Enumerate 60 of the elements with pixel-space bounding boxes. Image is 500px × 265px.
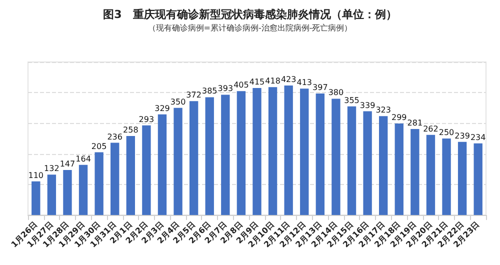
bar [78, 164, 88, 215]
bar [47, 174, 56, 215]
data-label: 380 [328, 88, 344, 98]
data-label: 205 [91, 142, 107, 151]
bar [142, 125, 151, 215]
data-label: 415 [249, 78, 265, 87]
bar [410, 129, 420, 215]
bar [458, 142, 467, 215]
bar [379, 116, 388, 215]
bar [394, 124, 404, 215]
data-label: 393 [218, 84, 234, 94]
bar [221, 94, 230, 215]
data-label: 250 [438, 128, 454, 137]
bar [316, 94, 325, 215]
data-label: 423 [280, 75, 296, 84]
data-label: 132 [44, 164, 60, 174]
data-label: 355 [344, 96, 360, 105]
bar [300, 88, 309, 215]
data-label: 323 [376, 106, 391, 115]
data-label: 418 [265, 76, 280, 86]
bar [363, 111, 372, 215]
bar [94, 152, 104, 215]
bar [268, 87, 278, 215]
bar [347, 106, 356, 215]
data-label: 281 [407, 118, 423, 128]
data-label: 350 [170, 97, 186, 106]
data-label: 372 [186, 90, 202, 100]
data-label: 234 [470, 132, 486, 142]
data-label: 329 [154, 104, 170, 113]
data-label: 147 [60, 160, 76, 169]
bar [236, 91, 246, 215]
bar [32, 181, 40, 215]
data-label: 299 [391, 113, 407, 122]
data-label: 236 [107, 132, 123, 142]
data-label: 339 [360, 100, 376, 110]
bar [63, 170, 72, 215]
bar [174, 108, 182, 215]
bar [158, 114, 167, 215]
data-label: 385 [202, 86, 218, 96]
data-label: 293 [138, 114, 154, 124]
bar [426, 134, 436, 215]
data-label: 413 [296, 78, 312, 88]
data-label: 258 [123, 126, 138, 135]
data-label: 110 [28, 170, 44, 180]
data-label: 262 [423, 124, 438, 134]
bar [474, 143, 482, 215]
bar [110, 142, 120, 215]
bar [332, 98, 340, 215]
bar [284, 86, 293, 215]
chart-subtitle: （现有确诊病例=累计确诊病例-治愈出院病例-死亡病例） [148, 24, 352, 32]
bar [126, 136, 135, 215]
data-label: 164 [76, 154, 91, 164]
bar [442, 138, 451, 215]
bar [205, 97, 214, 215]
data-label: 397 [312, 83, 328, 92]
chart-title: 图3 重庆现有确诊新型冠状病毒感染肺炎情况（单位：例） [103, 8, 397, 21]
data-label: 405 [234, 80, 249, 90]
bar [252, 88, 262, 215]
bar [189, 101, 198, 215]
data-label: 239 [454, 131, 470, 140]
